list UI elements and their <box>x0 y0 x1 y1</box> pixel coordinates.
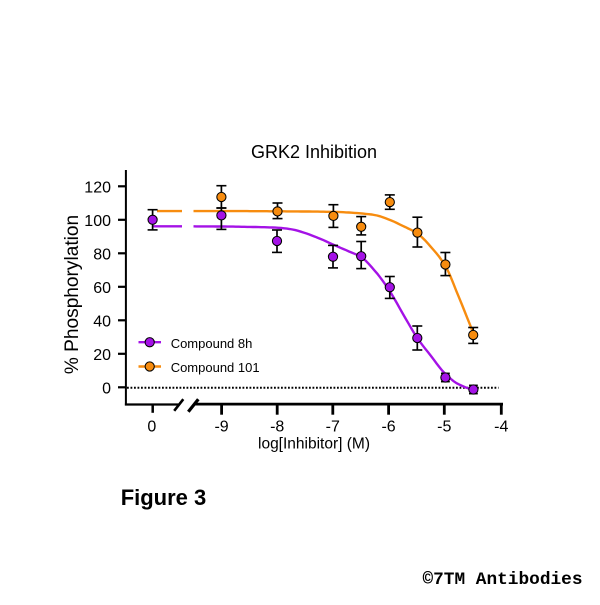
svg-text:-9: -9 <box>214 418 228 435</box>
svg-text:100: 100 <box>84 213 111 230</box>
svg-text:20: 20 <box>93 347 111 364</box>
svg-text:Compound 8h: Compound 8h <box>171 336 253 351</box>
svg-text:Compound 101: Compound 101 <box>171 360 260 375</box>
svg-text:-6: -6 <box>381 418 395 435</box>
svg-text:40: 40 <box>93 313 111 330</box>
svg-text:-4: -4 <box>494 418 508 435</box>
svg-text:-8: -8 <box>270 418 284 435</box>
svg-text:log[Inhibitor] (M): log[Inhibitor] (M) <box>258 436 370 453</box>
svg-text:% Phosphorylation: % Phosphorylation <box>62 215 83 374</box>
svg-text:-7: -7 <box>326 418 340 435</box>
svg-text:0: 0 <box>102 380 111 397</box>
svg-text:60: 60 <box>93 280 111 297</box>
svg-text:©7TM Antibodies: ©7TM Antibodies <box>422 570 582 590</box>
svg-text:GRK2 Inhibition: GRK2 Inhibition <box>251 142 377 162</box>
svg-text:Figure 3: Figure 3 <box>121 485 207 510</box>
svg-text:120: 120 <box>84 179 111 196</box>
svg-text:0: 0 <box>147 418 156 435</box>
svg-text:-5: -5 <box>437 418 451 435</box>
svg-text:80: 80 <box>93 246 111 263</box>
